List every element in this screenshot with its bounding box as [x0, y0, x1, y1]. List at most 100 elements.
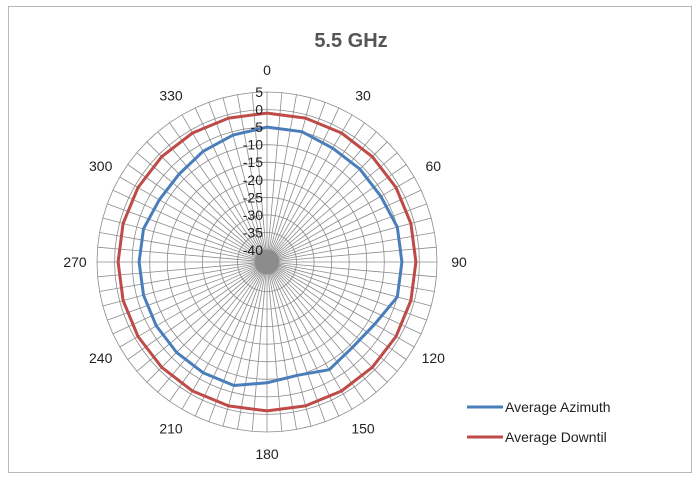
grid-spoke: [267, 262, 377, 393]
grid-spoke: [267, 141, 388, 262]
grid-spoke: [267, 107, 340, 262]
grid-spoke: [194, 107, 267, 262]
grid-spoke: [267, 176, 415, 262]
grid-spoke: [268, 261, 432, 307]
angle-label: 120: [422, 350, 446, 366]
radial-tick-label: 5: [255, 84, 263, 100]
grid-spoke: [119, 176, 267, 262]
legend-label: Average Azimuth: [505, 399, 611, 415]
radar-chart: 5.5 GHz 0306090120150180210240270300330 …: [63, 30, 611, 462]
grid-spoke: [208, 102, 267, 262]
angle-label: 240: [89, 350, 113, 366]
radial-tick-label: -25: [243, 189, 263, 205]
legend-label: Average Downtil: [505, 429, 607, 445]
polar-grid: [96, 91, 438, 433]
radial-axis-labels: 5 0-5 -10-15 -20-25 -30-35 -40: [243, 84, 263, 258]
grid-center: [255, 250, 279, 274]
angle-label: 330: [159, 88, 183, 104]
grid-spoke: [169, 262, 267, 402]
grid-spoke: [99, 232, 266, 263]
grid-spoke: [268, 261, 435, 292]
grid-spoke: [97, 246, 266, 263]
grid-spoke: [127, 262, 267, 360]
grid-spoke: [222, 263, 268, 427]
grid-spoke: [237, 263, 268, 430]
angle-axis-labels: 0 30 60 90 120 150 180 210 240 270 300 330: [63, 62, 467, 462]
grid-spoke: [267, 262, 422, 335]
grid-spoke: [112, 189, 267, 262]
grid-spoke: [181, 262, 267, 410]
grid-spoke: [107, 262, 267, 321]
series-line-average-azimuth: [137, 125, 404, 387]
grid-spoke: [267, 203, 427, 262]
radial-tick-label: -20: [243, 172, 263, 188]
radial-tick-label: -15: [243, 154, 263, 170]
grid-spoke: [99, 261, 266, 292]
grid-spoke: [222, 97, 268, 261]
grid-spoke: [146, 141, 267, 262]
grid-spoke: [267, 262, 415, 348]
grid-spoke: [146, 262, 267, 383]
chart-title: 5.5 GHz: [314, 30, 387, 52]
series-layer: [116, 111, 418, 413]
grid-spoke: [267, 164, 407, 262]
grid-spoke: [267, 262, 427, 321]
grid-spoke: [267, 262, 407, 360]
grid-spoke: [267, 262, 365, 402]
angle-label: 210: [159, 420, 183, 436]
grid-spoke: [266, 92, 283, 261]
chart-frame: 5.5 GHz 0 30 60 90 120 150 180 210 240 270 300 330 …: [8, 6, 692, 473]
radial-tick-label: -10: [243, 137, 263, 153]
radial-tick-label: -40: [243, 242, 263, 258]
grid-spoke: [208, 262, 267, 422]
grid-spoke: [266, 97, 312, 261]
series-line-average-downtil: [116, 111, 418, 413]
grid-spoke: [267, 262, 326, 422]
grid-spoke: [267, 152, 398, 262]
grid-spoke: [157, 131, 267, 262]
grid-spoke: [119, 262, 267, 348]
grid-spoke: [97, 261, 266, 278]
angle-label: 300: [89, 158, 113, 174]
radial-tick-label: -5: [251, 119, 264, 135]
angle-label: 150: [351, 420, 375, 436]
radial-tick-label: -35: [243, 224, 263, 240]
grid-spoke: [267, 262, 388, 383]
grid-spoke: [267, 189, 422, 262]
radial-tick-label: 0: [255, 102, 263, 118]
grid-spoke: [136, 262, 267, 372]
grid-spoke: [266, 263, 312, 427]
grid-spoke: [267, 122, 365, 262]
grid-spoke: [268, 232, 435, 263]
grid-spoke: [127, 164, 267, 262]
angle-label: 0: [263, 62, 271, 78]
grid-spoke: [268, 246, 437, 263]
grid-spoke: [107, 203, 267, 262]
grid-spoke: [267, 262, 353, 410]
angle-label: 30: [355, 88, 371, 104]
grid-spoke: [266, 263, 297, 430]
angle-label: 90: [451, 254, 467, 270]
angle-label: 60: [426, 158, 442, 174]
grid-spoke: [268, 217, 432, 263]
grid-spoke: [268, 261, 437, 278]
grid-spoke: [194, 262, 267, 417]
grid-spoke: [267, 262, 398, 372]
legend: Average Azimuth Average Downtil: [467, 399, 611, 445]
grid-spoke: [136, 152, 267, 262]
grid-spoke: [267, 131, 377, 262]
grid-spoke: [251, 92, 268, 261]
grid-spoke: [237, 94, 268, 261]
grid-spoke: [266, 94, 297, 261]
grid-spoke: [267, 102, 326, 262]
grid-spoke: [102, 217, 266, 263]
grid-spoke: [157, 262, 267, 393]
grid-spoke: [112, 262, 267, 335]
grid-spoke: [102, 261, 266, 307]
radial-tick-label: -30: [243, 207, 263, 223]
grid-spoke: [181, 114, 267, 262]
grid-spoke: [251, 263, 268, 432]
grid-spoke: [267, 114, 353, 262]
grid-spoke: [169, 122, 267, 262]
grid-spoke: [267, 262, 340, 417]
